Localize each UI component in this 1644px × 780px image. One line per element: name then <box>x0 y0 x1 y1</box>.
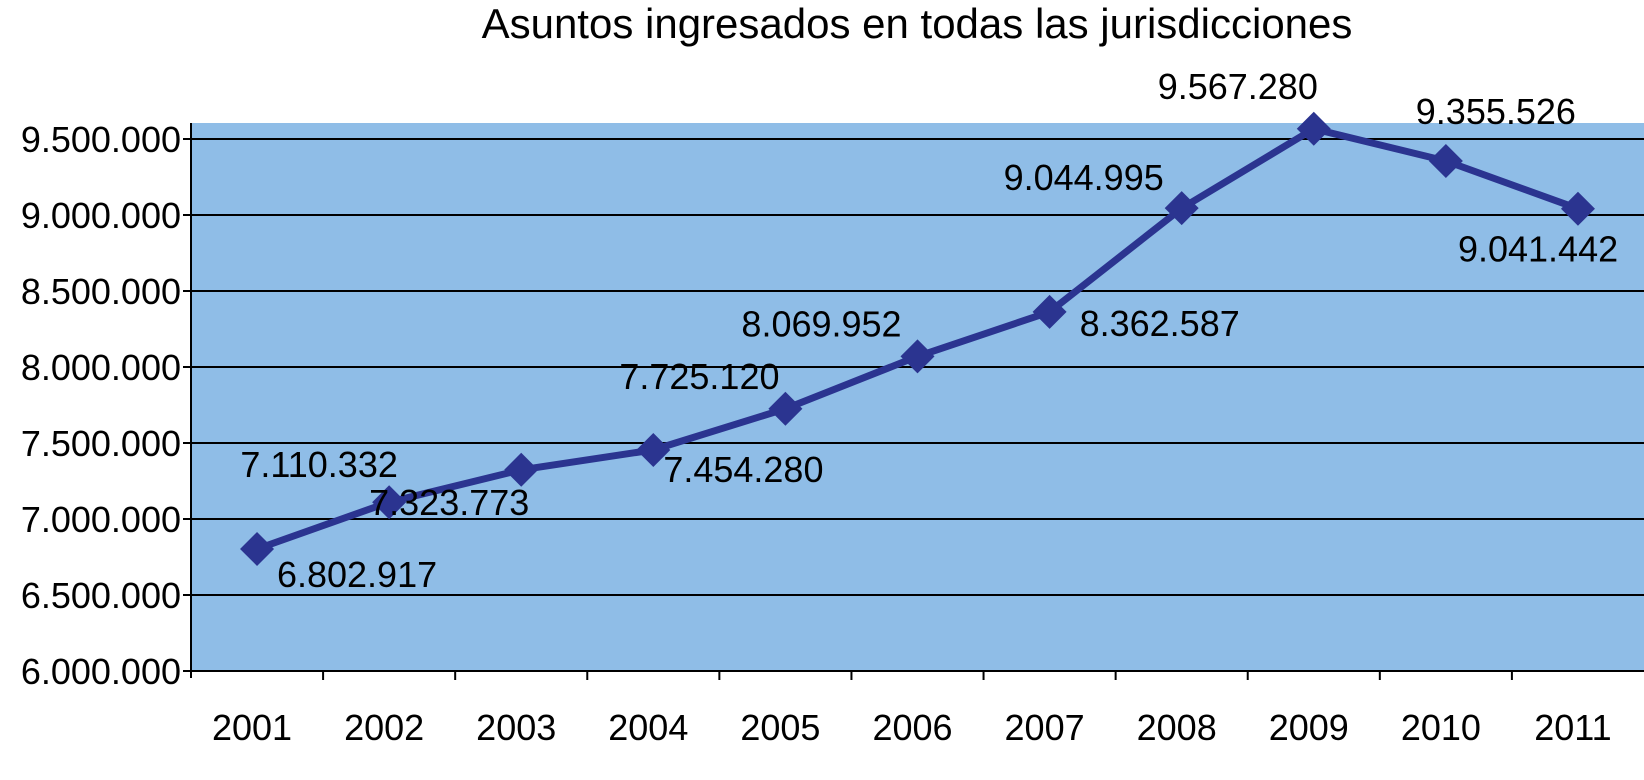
data-label-2010: 9.355.526 <box>1416 91 1576 132</box>
x-tick-label-2001: 2001 <box>212 707 292 748</box>
y-tick-label-2: 7.000.000 <box>21 499 181 540</box>
y-axis-ticks: 6.000.000 6.500.000 7.000.000 7.500.000 8.00… <box>21 119 191 692</box>
x-tick-label-2004: 2004 <box>608 707 688 748</box>
x-tick-label-2002: 2002 <box>344 707 424 748</box>
y-tick-label-6: 9.000.000 <box>21 195 181 236</box>
data-label-2009: 9.567.280 <box>1158 66 1318 107</box>
x-tick-label-2008: 2008 <box>1137 707 1217 748</box>
marker-2002 <box>372 485 407 520</box>
y-tick-label-4: 8.000.000 <box>21 347 181 388</box>
marker-2001 <box>240 531 275 566</box>
marker-2007 <box>1032 294 1067 329</box>
data-label-2001: 6.802.917 <box>277 554 437 595</box>
x-axis-ticks: 2001 2002 2003 2004 2005 2006 2007 2008 2009 2010… <box>212 671 1612 748</box>
data-markers <box>240 111 1595 566</box>
data-label-2002: 7.110.332 <box>240 444 397 485</box>
chart-title: Asuntos ingresados en todas las jurisdic… <box>482 0 1353 47</box>
x-tick-label-2006: 2006 <box>872 707 952 748</box>
y-tick-label-3: 7.500.000 <box>21 423 181 464</box>
x-tick-label-2010: 2010 <box>1401 707 1481 748</box>
marker-2008 <box>1164 191 1199 226</box>
y-tick-label-1: 6.500.000 <box>21 575 181 616</box>
x-tick-label-2011: 2011 <box>1534 707 1611 748</box>
data-label-2006: 8.069.952 <box>741 303 901 344</box>
y-tick-label-0: 6.000.000 <box>21 651 181 692</box>
marker-2010 <box>1428 143 1463 178</box>
marker-2009 <box>1296 111 1331 146</box>
marker-2004 <box>636 432 671 467</box>
data-label-2007: 8.362.587 <box>1080 303 1240 344</box>
marker-2011 <box>1560 191 1595 226</box>
x-tick-label-2005: 2005 <box>740 707 820 748</box>
x-tick-label-2009: 2009 <box>1269 707 1349 748</box>
data-label-2011: 9.041.442 <box>1458 229 1618 270</box>
y-tick-label-7: 9.500.000 <box>21 119 181 160</box>
data-label-2004: 7.454.280 <box>663 449 823 490</box>
data-label-2008: 9.044.995 <box>1004 157 1164 198</box>
x-tick-label-2007: 2007 <box>1005 707 1085 748</box>
data-label-2003: 7.323.773 <box>369 482 529 523</box>
marker-2003 <box>504 452 539 487</box>
x-tick-label-2003: 2003 <box>476 707 556 748</box>
data-label-2005: 7.725.120 <box>619 356 779 397</box>
y-tick-label-5: 8.500.000 <box>21 271 181 312</box>
marker-2006 <box>900 339 935 374</box>
gridlines <box>191 138 1644 596</box>
marker-2005 <box>768 391 803 426</box>
